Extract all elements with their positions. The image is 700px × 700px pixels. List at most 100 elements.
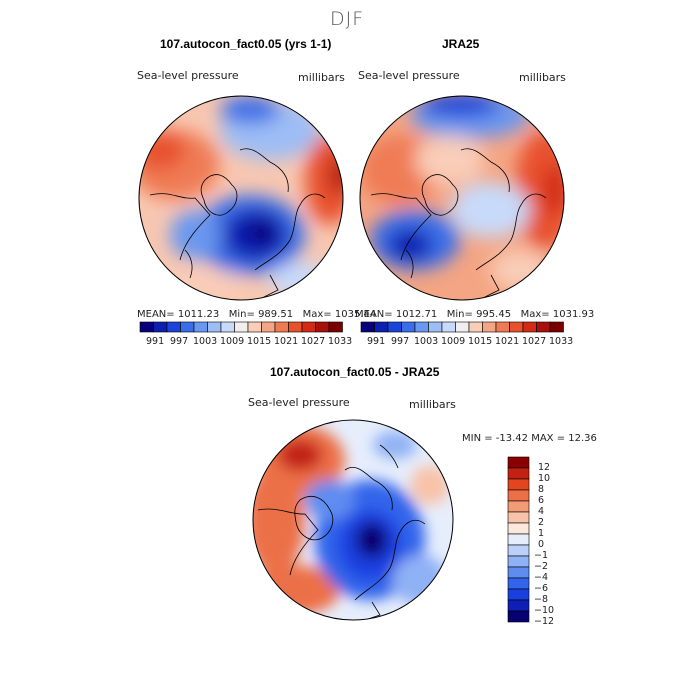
panel-1-min-label: Min=	[228, 309, 255, 320]
panel-1-colorbar-cell	[220, 321, 235, 333]
panel-2-units-label: millibars	[519, 71, 566, 84]
panel-1-colorbar-cell	[288, 321, 303, 333]
panel-2-colorbar	[360, 321, 564, 333]
panel-3-colorbar-cell	[507, 456, 530, 469]
panel-2-colorbar-cell	[536, 321, 551, 333]
panel-1-colorbar-cell	[193, 321, 208, 333]
panel-3-colorbar-cell	[507, 577, 530, 590]
panel-3-colorbar-tick: 8	[538, 484, 545, 495]
map-panel-3	[252, 419, 454, 621]
panel-3-colorbar-cell	[507, 566, 530, 579]
map-3-field	[253, 425, 450, 615]
panel-3-colorbar-tick: 12	[538, 462, 551, 473]
panel-1-colorbar-cell	[207, 321, 222, 333]
panel-2-title: JRA25	[442, 37, 480, 51]
map-panel-1	[138, 95, 344, 301]
map-3-border	[252, 419, 454, 621]
panel-1-variable-label: Sea-level pressure	[137, 69, 239, 82]
panel-1-mean-label: MEAN=	[137, 309, 175, 320]
panel-1-colorbar-cell	[180, 321, 195, 333]
panel-3-colorbar-tick: 0	[538, 539, 545, 550]
panel-3-colorbar-tick: 4	[538, 506, 545, 517]
panel-1-min-value: 989.51	[258, 309, 294, 320]
panel-3-colorbar-cell	[507, 500, 530, 513]
panel-3-colorbar-tick: −6	[534, 583, 549, 594]
panel-2-min-label: Min=	[446, 309, 473, 320]
map-panel-2	[359, 95, 565, 301]
panel-1-colorbar-cell	[261, 321, 276, 333]
panel-2-colorbar-cell	[428, 321, 443, 333]
panel-2-max-label: Max=	[520, 309, 550, 320]
panel-3-colorbar-cell	[507, 610, 530, 623]
panel-2-colorbar-tick: 991	[367, 336, 386, 347]
panel-3-colorbar-tick: −10	[534, 605, 555, 616]
panel-2-colorbar-tick: 1033	[549, 336, 574, 347]
panel-2-colorbar-cell	[387, 321, 402, 333]
map-1-border	[138, 95, 344, 301]
panel-2-colorbar-tick: 1021	[495, 336, 520, 347]
panel-2-colorbar-cell	[468, 321, 483, 333]
panel-1-colorbar-cell	[315, 321, 330, 333]
panel-1-colorbar-cell	[234, 321, 249, 333]
panel-3-colorbar-tick: −1	[534, 550, 549, 561]
panel-3-colorbar-tick: 10	[538, 473, 551, 484]
panel-2-colorbar-cell	[414, 321, 429, 333]
panel-1-colorbar	[139, 321, 343, 333]
panel-2-mean-label: MEAN=	[355, 309, 393, 320]
map-1-coastlines	[149, 148, 326, 299]
panel-2-min-value: 995.45	[476, 309, 512, 320]
panel-2-colorbar-tick: 1003	[414, 336, 439, 347]
panel-2-colorbar-tick: 1009	[441, 336, 466, 347]
panel-2-colorbar-cell	[455, 321, 470, 333]
map-3-coastlines	[257, 444, 426, 620]
panel-1-colorbar-tick: 997	[170, 336, 189, 347]
panel-3-minmax: MIN = -13.42 MAX = 12.36	[462, 433, 597, 444]
panel-3-colorbar-cell	[507, 511, 530, 524]
panel-3-colorbar-tick: −2	[534, 561, 549, 572]
panel-3-colorbar-cell	[507, 599, 530, 612]
panel-2-colorbar-cell	[495, 321, 510, 333]
panel-1-colorbar-cell	[139, 321, 154, 333]
panel-3-colorbar-tick: −12	[534, 616, 555, 627]
panel-3-title: 107.autocon_fact0.05 - JRA25	[270, 365, 440, 379]
panel-3-colorbar	[507, 456, 530, 623]
panel-1-colorbar-cell	[153, 321, 168, 333]
panel-2-colorbar-cell	[360, 321, 375, 333]
season-title: DJF	[330, 8, 365, 30]
map-2-coastlines	[370, 148, 547, 299]
panel-1-colorbar-tick: 1009	[220, 336, 245, 347]
panel-2-colorbar-tick: 1027	[522, 336, 547, 347]
panel-1-max-label: Max=	[302, 309, 332, 320]
panel-3-colorbar-cell	[507, 555, 530, 568]
panel-1-colorbar-cell	[166, 321, 181, 333]
panel-1-colorbar-tick: 1027	[301, 336, 326, 347]
panel-3-colorbar-tick: 1	[538, 528, 545, 539]
panel-2-stats: MEAN= 1012.71 Min= 995.45 Max= 1031.93	[355, 309, 594, 320]
panel-3-colorbar-cell	[507, 522, 530, 535]
panel-3-colorbar-cell	[507, 533, 530, 546]
panel-2-colorbar-cell	[441, 321, 456, 333]
panel-2-colorbar-cell	[482, 321, 497, 333]
panel-2-colorbar-tick: 997	[391, 336, 410, 347]
panel-3-units-label: millibars	[409, 398, 456, 411]
panel-2-colorbar-cell	[522, 321, 537, 333]
panel-2-colorbar-cell	[374, 321, 389, 333]
panel-1-units-label: millibars	[298, 71, 345, 84]
panel-1-colorbar-tick: 1015	[247, 336, 272, 347]
panel-1-stats: MEAN= 1011.23 Min= 989.51 Max= 1035.44	[137, 309, 376, 320]
panel-2-colorbar-cell	[509, 321, 524, 333]
panel-1-colorbar-cell	[247, 321, 262, 333]
panel-1-colorbar-cell	[301, 321, 316, 333]
panel-3-colorbar-cell	[507, 544, 530, 557]
panel-1-max-value: 1035.44	[334, 309, 377, 320]
panel-3-colorbar-cell	[507, 489, 530, 502]
panel-1-colorbar-cell	[328, 321, 343, 333]
panel-3-colorbar-cell	[507, 478, 530, 491]
panel-3-colorbar-tick: 6	[538, 495, 545, 506]
panel-1-colorbar-cell	[274, 321, 289, 333]
panel-3-colorbar-cell	[507, 467, 530, 480]
panel-1-mean-value: 1011.23	[177, 309, 220, 320]
panel-2-max-value: 1031.93	[552, 309, 595, 320]
panel-1-title: 107.autocon_fact0.05 (yrs 1-1)	[160, 37, 332, 51]
panel-2-variable-label: Sea-level pressure	[358, 69, 460, 82]
